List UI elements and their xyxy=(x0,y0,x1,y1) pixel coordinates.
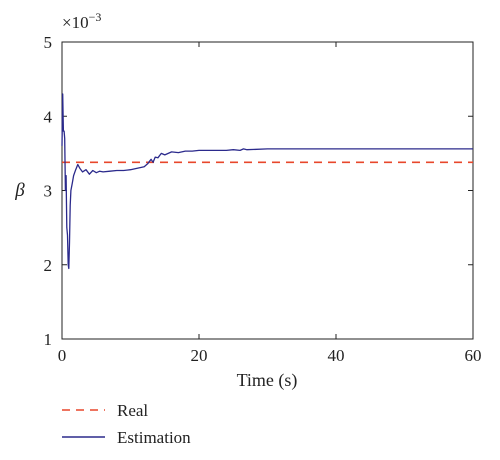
series-line-estimation xyxy=(61,93,473,270)
series-lines xyxy=(61,93,473,270)
y-multiplier-label: ×10−3 xyxy=(62,10,101,32)
legend-label-estimation: Estimation xyxy=(117,428,191,447)
plot-area-frame xyxy=(61,41,474,340)
x-tick-label: 0 xyxy=(58,346,67,365)
x-axis-label: Time (s) xyxy=(237,370,298,391)
x-axis-ticks: 0 20 40 60 xyxy=(58,42,482,365)
x-tick-label: 40 xyxy=(328,346,345,365)
y-tick-label: 5 xyxy=(44,33,53,52)
y-tick-label: 2 xyxy=(44,256,53,275)
x-tick-label: 20 xyxy=(191,346,208,365)
y-axis-label: β xyxy=(14,180,25,201)
x-tick-label: 60 xyxy=(465,346,482,365)
y-tick-label: 3 xyxy=(44,182,53,201)
y-tick-label: 1 xyxy=(44,330,53,349)
y-multiplier-exponent: −3 xyxy=(89,10,102,24)
y-tick-label: 4 xyxy=(44,107,53,126)
legend-label-real: Real xyxy=(117,401,148,420)
legend: Real Estimation xyxy=(62,401,191,447)
